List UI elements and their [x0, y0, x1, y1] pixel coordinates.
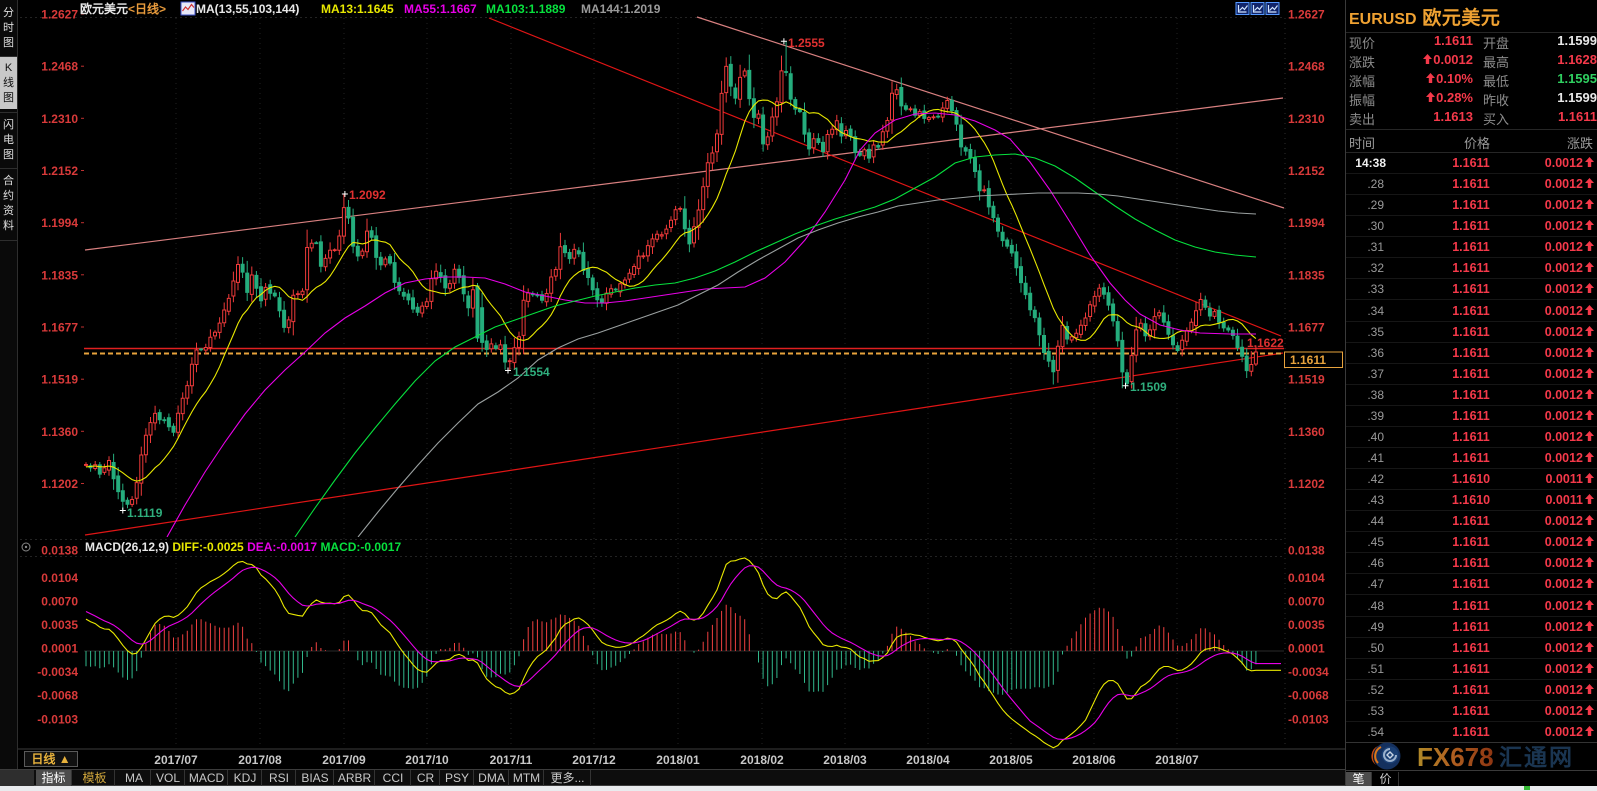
svg-text:-0.0103: -0.0103 [37, 713, 78, 727]
svg-text:1.2092: 1.2092 [349, 188, 386, 202]
svg-text:1.1835: 1.1835 [41, 268, 78, 282]
svg-text:1.2468: 1.2468 [41, 60, 78, 74]
svg-text:1.2627: 1.2627 [1288, 8, 1325, 22]
svg-text:2017/07: 2017/07 [154, 753, 198, 767]
svg-text:0.0104: 0.0104 [41, 571, 78, 585]
svg-text:1.1519: 1.1519 [1288, 373, 1325, 387]
svg-text:1.1622: 1.1622 [1247, 336, 1284, 350]
svg-text:0.0001: 0.0001 [1288, 642, 1325, 656]
svg-text:1.1554: 1.1554 [513, 365, 550, 379]
svg-text:1.1677: 1.1677 [41, 321, 78, 335]
svg-text:2017/11: 2017/11 [490, 753, 533, 767]
svg-text:2018/03: 2018/03 [823, 753, 867, 767]
svg-text:2017/10: 2017/10 [405, 753, 449, 767]
svg-text:0.0001: 0.0001 [41, 642, 78, 656]
svg-text:0.0104: 0.0104 [1288, 571, 1325, 585]
svg-text:2018/02: 2018/02 [740, 753, 784, 767]
svg-text:1.2468: 1.2468 [1288, 60, 1325, 74]
svg-text:2018/05: 2018/05 [989, 753, 1033, 767]
svg-text:2018/06: 2018/06 [1072, 753, 1116, 767]
svg-text:-0.0068: -0.0068 [37, 689, 78, 703]
svg-text:2018/07: 2018/07 [1155, 753, 1199, 767]
svg-text:1.1994: 1.1994 [41, 216, 78, 230]
svg-text:0.0070: 0.0070 [41, 595, 78, 609]
svg-text:1.1994: 1.1994 [1288, 216, 1325, 230]
svg-text:0.0138: 0.0138 [41, 544, 78, 558]
svg-text:1.1202: 1.1202 [1288, 477, 1325, 491]
svg-text:-0.0103: -0.0103 [1288, 713, 1329, 727]
svg-text:1.1119: 1.1119 [127, 506, 163, 520]
svg-text:-0.0034: -0.0034 [1288, 665, 1329, 679]
svg-text:2017/08: 2017/08 [238, 753, 282, 767]
svg-text:1.2555: 1.2555 [788, 36, 825, 50]
svg-text:1.1509: 1.1509 [1130, 380, 1167, 394]
svg-text:1.1835: 1.1835 [1288, 268, 1325, 282]
svg-text:0.0138: 0.0138 [1288, 544, 1325, 558]
svg-text:MA144:1.2019: MA144:1.2019 [581, 2, 661, 16]
svg-text:汇通网: 汇通网 [1499, 744, 1574, 770]
svg-text:1.2152: 1.2152 [1288, 164, 1325, 178]
svg-text:MA55:1.1667: MA55:1.1667 [404, 2, 477, 16]
svg-text:1.1202: 1.1202 [41, 477, 78, 491]
svg-text:欧元美元<日线>: 欧元美元<日线> [80, 1, 166, 16]
svg-text:1.1611: 1.1611 [1290, 353, 1326, 367]
svg-text:-0.0034: -0.0034 [37, 665, 78, 679]
svg-text:1.1360: 1.1360 [41, 425, 78, 439]
svg-text:1.1360: 1.1360 [1288, 425, 1325, 439]
svg-text:1.1677: 1.1677 [1288, 321, 1325, 335]
svg-text:2017/12: 2017/12 [572, 753, 616, 767]
svg-text:-0.0068: -0.0068 [1288, 689, 1329, 703]
svg-text:1.2310: 1.2310 [1288, 112, 1325, 126]
svg-text:2018/04: 2018/04 [906, 753, 950, 767]
svg-text:0.0035: 0.0035 [1288, 618, 1325, 632]
svg-text:2017/09: 2017/09 [322, 753, 366, 767]
svg-text:MA13:1.1645: MA13:1.1645 [321, 2, 394, 16]
svg-text:2018/01: 2018/01 [656, 753, 700, 767]
svg-text:1.2152: 1.2152 [41, 164, 78, 178]
svg-text:1.2627: 1.2627 [41, 8, 78, 22]
svg-text:1.2310: 1.2310 [41, 112, 78, 126]
svg-text:0.0035: 0.0035 [41, 618, 78, 632]
svg-text:MACD(26,12,9) DIFF:-0.0025 DEA: MACD(26,12,9) DIFF:-0.0025 DEA:-0.0017 M… [85, 540, 401, 554]
svg-text:MA103:1.1889: MA103:1.1889 [486, 2, 566, 16]
svg-text:1.1519: 1.1519 [41, 373, 78, 387]
svg-text:0.0070: 0.0070 [1288, 595, 1325, 609]
svg-text:MA(13,55,103,144): MA(13,55,103,144) [196, 2, 299, 16]
svg-text:FX678: FX678 [1417, 742, 1494, 770]
